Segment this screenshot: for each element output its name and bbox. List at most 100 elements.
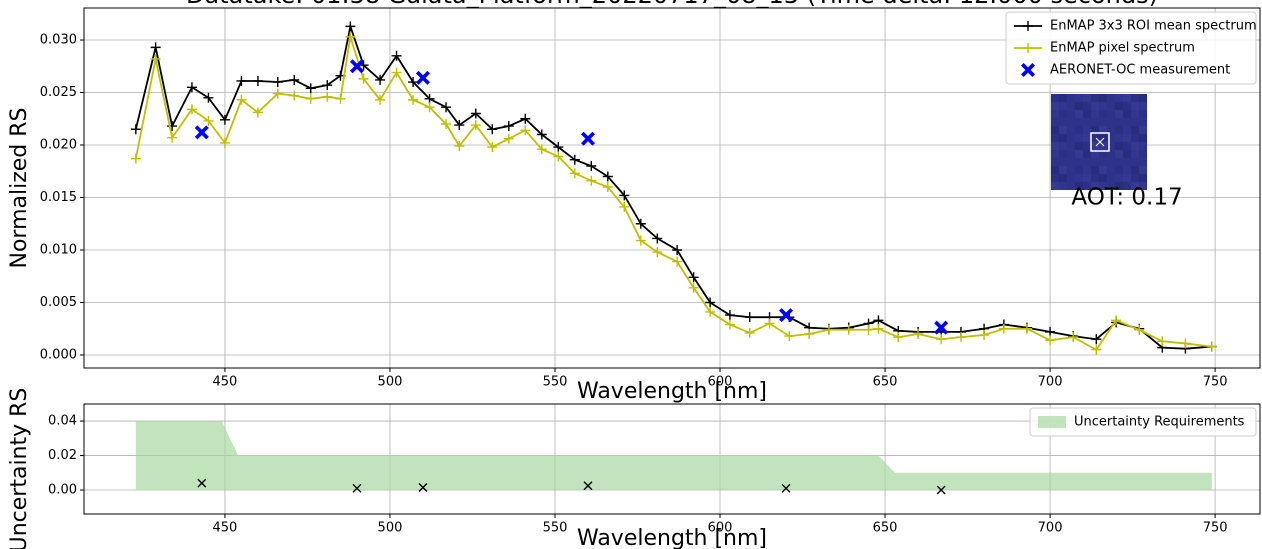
point-marker: [764, 318, 775, 329]
point-marker: [688, 272, 699, 283]
point-marker: [569, 168, 580, 179]
inset-pixel: [1139, 118, 1147, 126]
point-marker: [705, 297, 716, 308]
point-marker: [272, 88, 283, 99]
inset-pixel: [1099, 134, 1107, 142]
inset-pixel: [1099, 182, 1107, 190]
point-marker: [130, 153, 141, 164]
point-marker: [503, 133, 514, 144]
point-marker: [487, 142, 498, 153]
inset-pixel: [1067, 174, 1075, 182]
point-marker: [873, 323, 884, 334]
inset-pixel: [1123, 110, 1131, 118]
point-marker: [744, 327, 755, 338]
inset-pixel: [1107, 110, 1115, 118]
point-marker: [441, 119, 452, 130]
inset-pixel: [1075, 174, 1083, 182]
y-tick-label: 0.04: [48, 414, 77, 429]
inset-pixel: [1123, 94, 1131, 102]
inset-pixel: [1107, 102, 1115, 110]
inset-pixel: [1115, 150, 1123, 158]
point-marker: [619, 201, 630, 212]
point-marker: [197, 478, 207, 488]
inset-pixel: [1115, 118, 1123, 126]
inset-pixel: [1051, 110, 1059, 118]
inset-pixel: [1075, 150, 1083, 158]
inset-pixel: [1099, 158, 1107, 166]
legend-marker: [1023, 43, 1033, 53]
point-marker: [744, 312, 755, 323]
inset-pixel: [1131, 118, 1139, 126]
inset-pixel: [1091, 102, 1099, 110]
inset-pixel: [1131, 166, 1139, 174]
point-marker: [652, 247, 663, 258]
point-marker: [1180, 338, 1191, 349]
point-marker: [375, 94, 386, 105]
inset-pixel: [1099, 102, 1107, 110]
inset-pixel: [1107, 158, 1115, 166]
inset-pixel: [1067, 118, 1075, 126]
inset-pixel: [1115, 158, 1123, 166]
scatter-point: [415, 70, 430, 85]
inset-pixel: [1051, 174, 1059, 182]
inset-pixel: [1131, 126, 1139, 134]
point-marker: [1091, 334, 1102, 345]
inset-pixel-mark: [1095, 137, 1105, 147]
inset-pixel: [1107, 182, 1115, 190]
annotation: AOT: 0.17: [1071, 185, 1182, 211]
scatter-point: [349, 59, 364, 74]
point-marker: [186, 82, 197, 93]
point-marker: [305, 83, 316, 94]
axes-frame: [83, 7, 1261, 369]
inset-pixel: [1091, 142, 1099, 150]
point-marker: [936, 485, 946, 495]
inset-pixel: [1067, 94, 1075, 102]
inset-pixel: [1067, 102, 1075, 110]
inset-pixel: [1131, 182, 1139, 190]
point-marker: [652, 233, 663, 244]
inset-pixel: [1139, 134, 1147, 142]
point-marker: [470, 120, 481, 131]
point-marker: [979, 330, 990, 341]
point-marker: [955, 332, 966, 343]
inset-pixel: [1083, 174, 1091, 182]
inset-pixel: [1131, 150, 1139, 158]
point-marker: [441, 102, 452, 113]
inset-pixel: [1139, 142, 1147, 150]
point-marker: [583, 481, 593, 491]
point-marker: [1021, 323, 1032, 334]
inset-pixel: [1099, 150, 1107, 158]
legend-box: [1029, 407, 1257, 437]
inset-pixel: [1139, 182, 1147, 190]
point-marker: [913, 328, 924, 339]
point-marker: [322, 80, 333, 91]
inset-pixel: [1107, 166, 1115, 174]
inset-pixel: [1083, 150, 1091, 158]
inset-pixel: [1067, 126, 1075, 134]
point-marker: [553, 151, 564, 162]
inset-pixel: [1099, 174, 1107, 182]
point-marker: [335, 93, 346, 104]
inset-pixel: [1051, 158, 1059, 166]
inset-pixel: [1059, 102, 1067, 110]
inset-pixel: [1051, 142, 1059, 150]
y-axis-label: Normalized RS: [7, 107, 32, 268]
inset-pixel: [1099, 118, 1107, 126]
area: [135, 421, 1212, 491]
inset-pixel: [1051, 102, 1059, 110]
inset-pixel: [1107, 126, 1115, 134]
inset-pixel: [1091, 118, 1099, 126]
legend-box: [1005, 11, 1257, 85]
inset-pixel: [1123, 174, 1131, 182]
inset-pixel: [1067, 166, 1075, 174]
inset-pixel: [1107, 174, 1115, 182]
point-marker: [1091, 344, 1102, 355]
inset-pixel: [1131, 142, 1139, 150]
inset-roi: [1090, 132, 1110, 152]
inset-pixel: [1115, 142, 1123, 150]
inset-pixel: [1059, 94, 1067, 102]
inset-pixel: [1067, 110, 1075, 118]
point-marker: [635, 218, 646, 229]
y-tick-label: 0.005: [40, 295, 77, 310]
